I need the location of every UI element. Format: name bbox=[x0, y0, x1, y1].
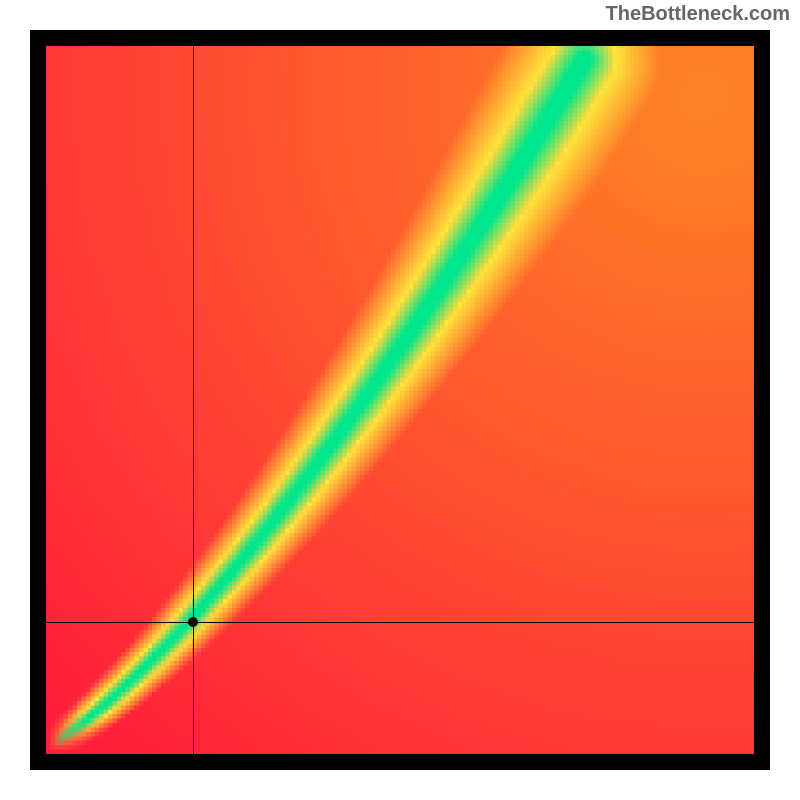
watermark-text: TheBottleneck.com bbox=[606, 3, 790, 26]
chart-container: TheBottleneck.com bbox=[0, 0, 800, 800]
crosshair-vertical bbox=[193, 46, 194, 754]
heatmap-canvas bbox=[46, 46, 754, 754]
plot-border bbox=[30, 30, 770, 770]
crosshair-horizontal bbox=[46, 622, 754, 623]
data-point-marker bbox=[188, 617, 198, 627]
